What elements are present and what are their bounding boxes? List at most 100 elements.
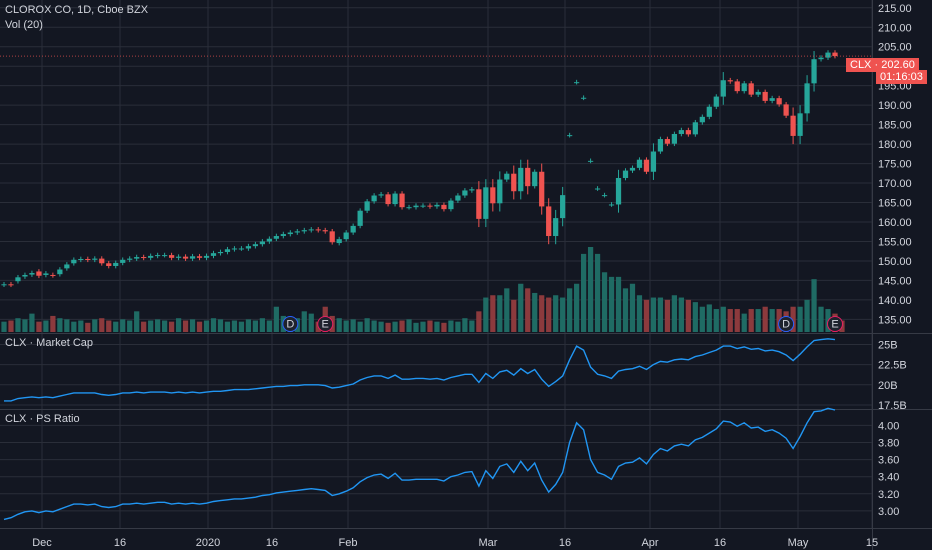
volume-bar: [273, 306, 279, 332]
volume-bar: [155, 319, 161, 332]
candle-body: [762, 91, 768, 101]
volume-bar: [148, 320, 154, 332]
y-tick-label: 135.00: [878, 314, 912, 326]
countdown-tag: 01:16:03: [876, 70, 927, 84]
y-tick-label: 155.00: [878, 236, 912, 248]
candle-body: [329, 231, 335, 243]
x-tick-label: 16: [559, 537, 571, 549]
candle-body: [462, 190, 468, 196]
candle-body: [650, 151, 657, 172]
candle-body: [546, 206, 552, 237]
volume-bar: [43, 320, 49, 332]
x-tick-label: May: [788, 537, 809, 549]
volume-bar: [371, 320, 377, 332]
y-tick-label: 145.00: [878, 275, 912, 287]
candle-body: [594, 188, 601, 190]
candle-body: [113, 262, 119, 267]
volume-bar: [29, 313, 35, 332]
volume-bar: [406, 319, 412, 332]
candle-body: [574, 82, 580, 84]
candle-body: [427, 205, 433, 207]
volume-bar: [36, 321, 42, 332]
volume-bar: [168, 321, 175, 332]
y-tick-label: 3.40: [878, 472, 899, 484]
candle-body: [720, 80, 726, 97]
y-tick-label: 3.60: [878, 455, 899, 467]
candle-body: [601, 195, 608, 197]
candle-body: [92, 258, 98, 260]
candle-body: [636, 159, 643, 168]
volume-bar: [574, 283, 580, 332]
candle-body: [532, 171, 538, 187]
volume-bar: [113, 321, 119, 332]
volume-bar: [567, 288, 573, 332]
candle-body: [378, 194, 384, 196]
y-tick-label: 190.00: [878, 100, 912, 112]
volume-bar: [483, 297, 489, 332]
candle-body: [43, 273, 49, 275]
candle-body: [811, 59, 817, 84]
volume-bar: [790, 306, 796, 332]
candle-body: [741, 83, 747, 92]
event-marker-label: D: [782, 319, 790, 331]
volume-bar: [755, 309, 761, 332]
event-marker: [778, 316, 795, 332]
candle-body: [490, 187, 496, 204]
candle-body: [497, 179, 503, 204]
y-tick-label: 175.00: [878, 159, 912, 171]
x-tick-label: Feb: [339, 537, 358, 549]
candle-body: [511, 173, 517, 192]
volume-bar: [127, 320, 133, 332]
volume-bar: [490, 295, 496, 332]
candle-body: [448, 200, 454, 210]
volume-bar: [706, 304, 712, 332]
volume-bar: [650, 297, 657, 332]
candle-body: [231, 248, 238, 250]
candle-body: [224, 249, 231, 252]
candle-body: [748, 83, 754, 95]
candle-body: [364, 201, 370, 211]
volume-bar: [664, 299, 671, 332]
candle-body: [832, 52, 838, 57]
volume-bar: [462, 318, 468, 332]
volume-bar: [518, 283, 524, 332]
candle-body: [217, 251, 224, 254]
candle-body: [196, 256, 203, 258]
volume-bar: [71, 321, 77, 332]
candle-body: [797, 113, 803, 136]
candle-body: [476, 189, 482, 219]
candle-body: [699, 116, 705, 123]
volume-bar: [134, 311, 140, 332]
volume-bar: [804, 299, 810, 332]
candle-body: [350, 225, 356, 233]
candle-body: [608, 204, 615, 206]
volume-bar: [525, 288, 531, 332]
volume-bar: [301, 311, 307, 332]
x-tick-label: Apr: [641, 537, 658, 549]
candle-body: [203, 255, 210, 258]
candle-body: [727, 80, 733, 82]
pane-title: CLX · PS Ratio: [5, 413, 80, 425]
volume-bar: [308, 313, 314, 332]
candle-body: [664, 139, 671, 144]
volume-bar: [378, 321, 384, 332]
volume-bar: [713, 309, 719, 332]
volume-bar: [392, 321, 398, 332]
volume-bar: [699, 306, 705, 332]
y-tick-label: 25B: [878, 339, 898, 351]
candle-body: [1, 284, 7, 286]
candle-body: [504, 173, 510, 180]
candle-body: [259, 241, 265, 245]
candle-body: [790, 115, 796, 136]
candle-body: [189, 256, 196, 259]
volume-bar: [476, 311, 482, 332]
volume-bar: [748, 309, 754, 332]
candle-body: [643, 159, 650, 172]
y-tick-label: 210.00: [878, 22, 912, 34]
volume-bar: [266, 320, 272, 332]
series-line: [3, 407, 836, 521]
volume-bar: [245, 319, 252, 332]
candle-body: [301, 230, 307, 232]
